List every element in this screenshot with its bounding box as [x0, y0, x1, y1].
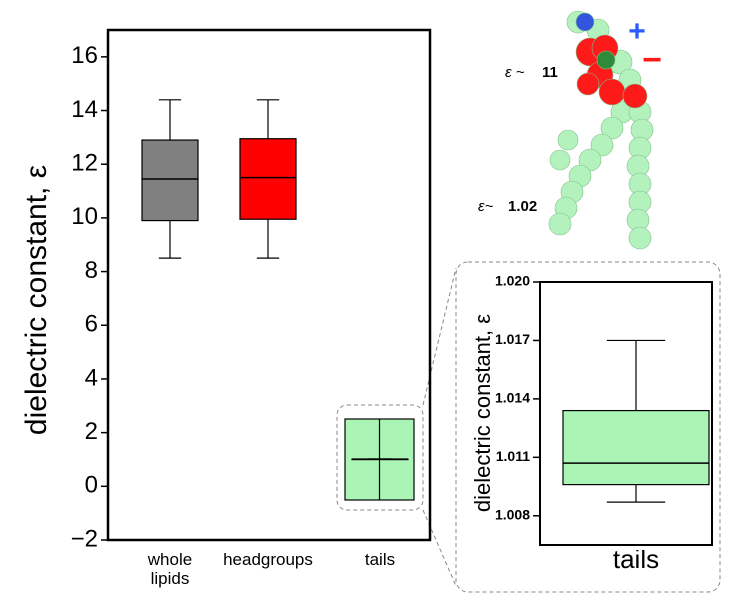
y-tick-label: −2	[71, 525, 98, 552]
annotation-prefix: ε ~	[505, 64, 525, 81]
zoom-connector	[423, 268, 456, 405]
x-tick-label: headgroups	[223, 550, 313, 569]
x-tick-label: tails	[613, 550, 659, 569]
y-tick-label: 6	[85, 311, 98, 338]
x-tick-label-box: tails	[576, 550, 696, 584]
y-tick-label: 1.011	[496, 448, 530, 464]
x-tick-label-box: headgroups	[208, 550, 328, 594]
y-tick-label: 2	[85, 418, 98, 445]
y-tick-label: 10	[71, 203, 98, 230]
y-tick-label: 1.020	[495, 273, 530, 289]
x-tick-label: whole lipids	[148, 550, 192, 588]
charge-minus: −	[642, 41, 662, 79]
y-tick-label: 14	[71, 96, 98, 123]
x-tick-label: tails	[365, 550, 395, 569]
y-axis-label: dielectric constant, ε	[20, 165, 53, 435]
y-tick-label: 1.008	[495, 506, 530, 522]
box	[142, 140, 198, 221]
y-tick-label: 4	[85, 364, 98, 391]
y-axis-label: dielectric constant, ε	[470, 314, 495, 512]
figure: + − ε ~ 11 ε~ 1.02 dielectric constant, …	[0, 0, 729, 597]
x-tick-label-box: tails	[320, 550, 440, 594]
y-tick-label: 1.014	[495, 390, 530, 406]
y-tick-label: 8	[85, 257, 98, 284]
y-tick-label: 12	[71, 150, 98, 177]
box	[563, 411, 709, 485]
annotation-value: 1.02	[508, 198, 537, 215]
annotation-value: 11	[542, 64, 558, 81]
y-tick-label: 1.017	[495, 331, 530, 347]
annotation-prefix: ε~	[478, 198, 494, 215]
box	[240, 139, 296, 220]
y-tick-label: 16	[71, 42, 98, 69]
y-tick-label: 0	[85, 472, 98, 499]
